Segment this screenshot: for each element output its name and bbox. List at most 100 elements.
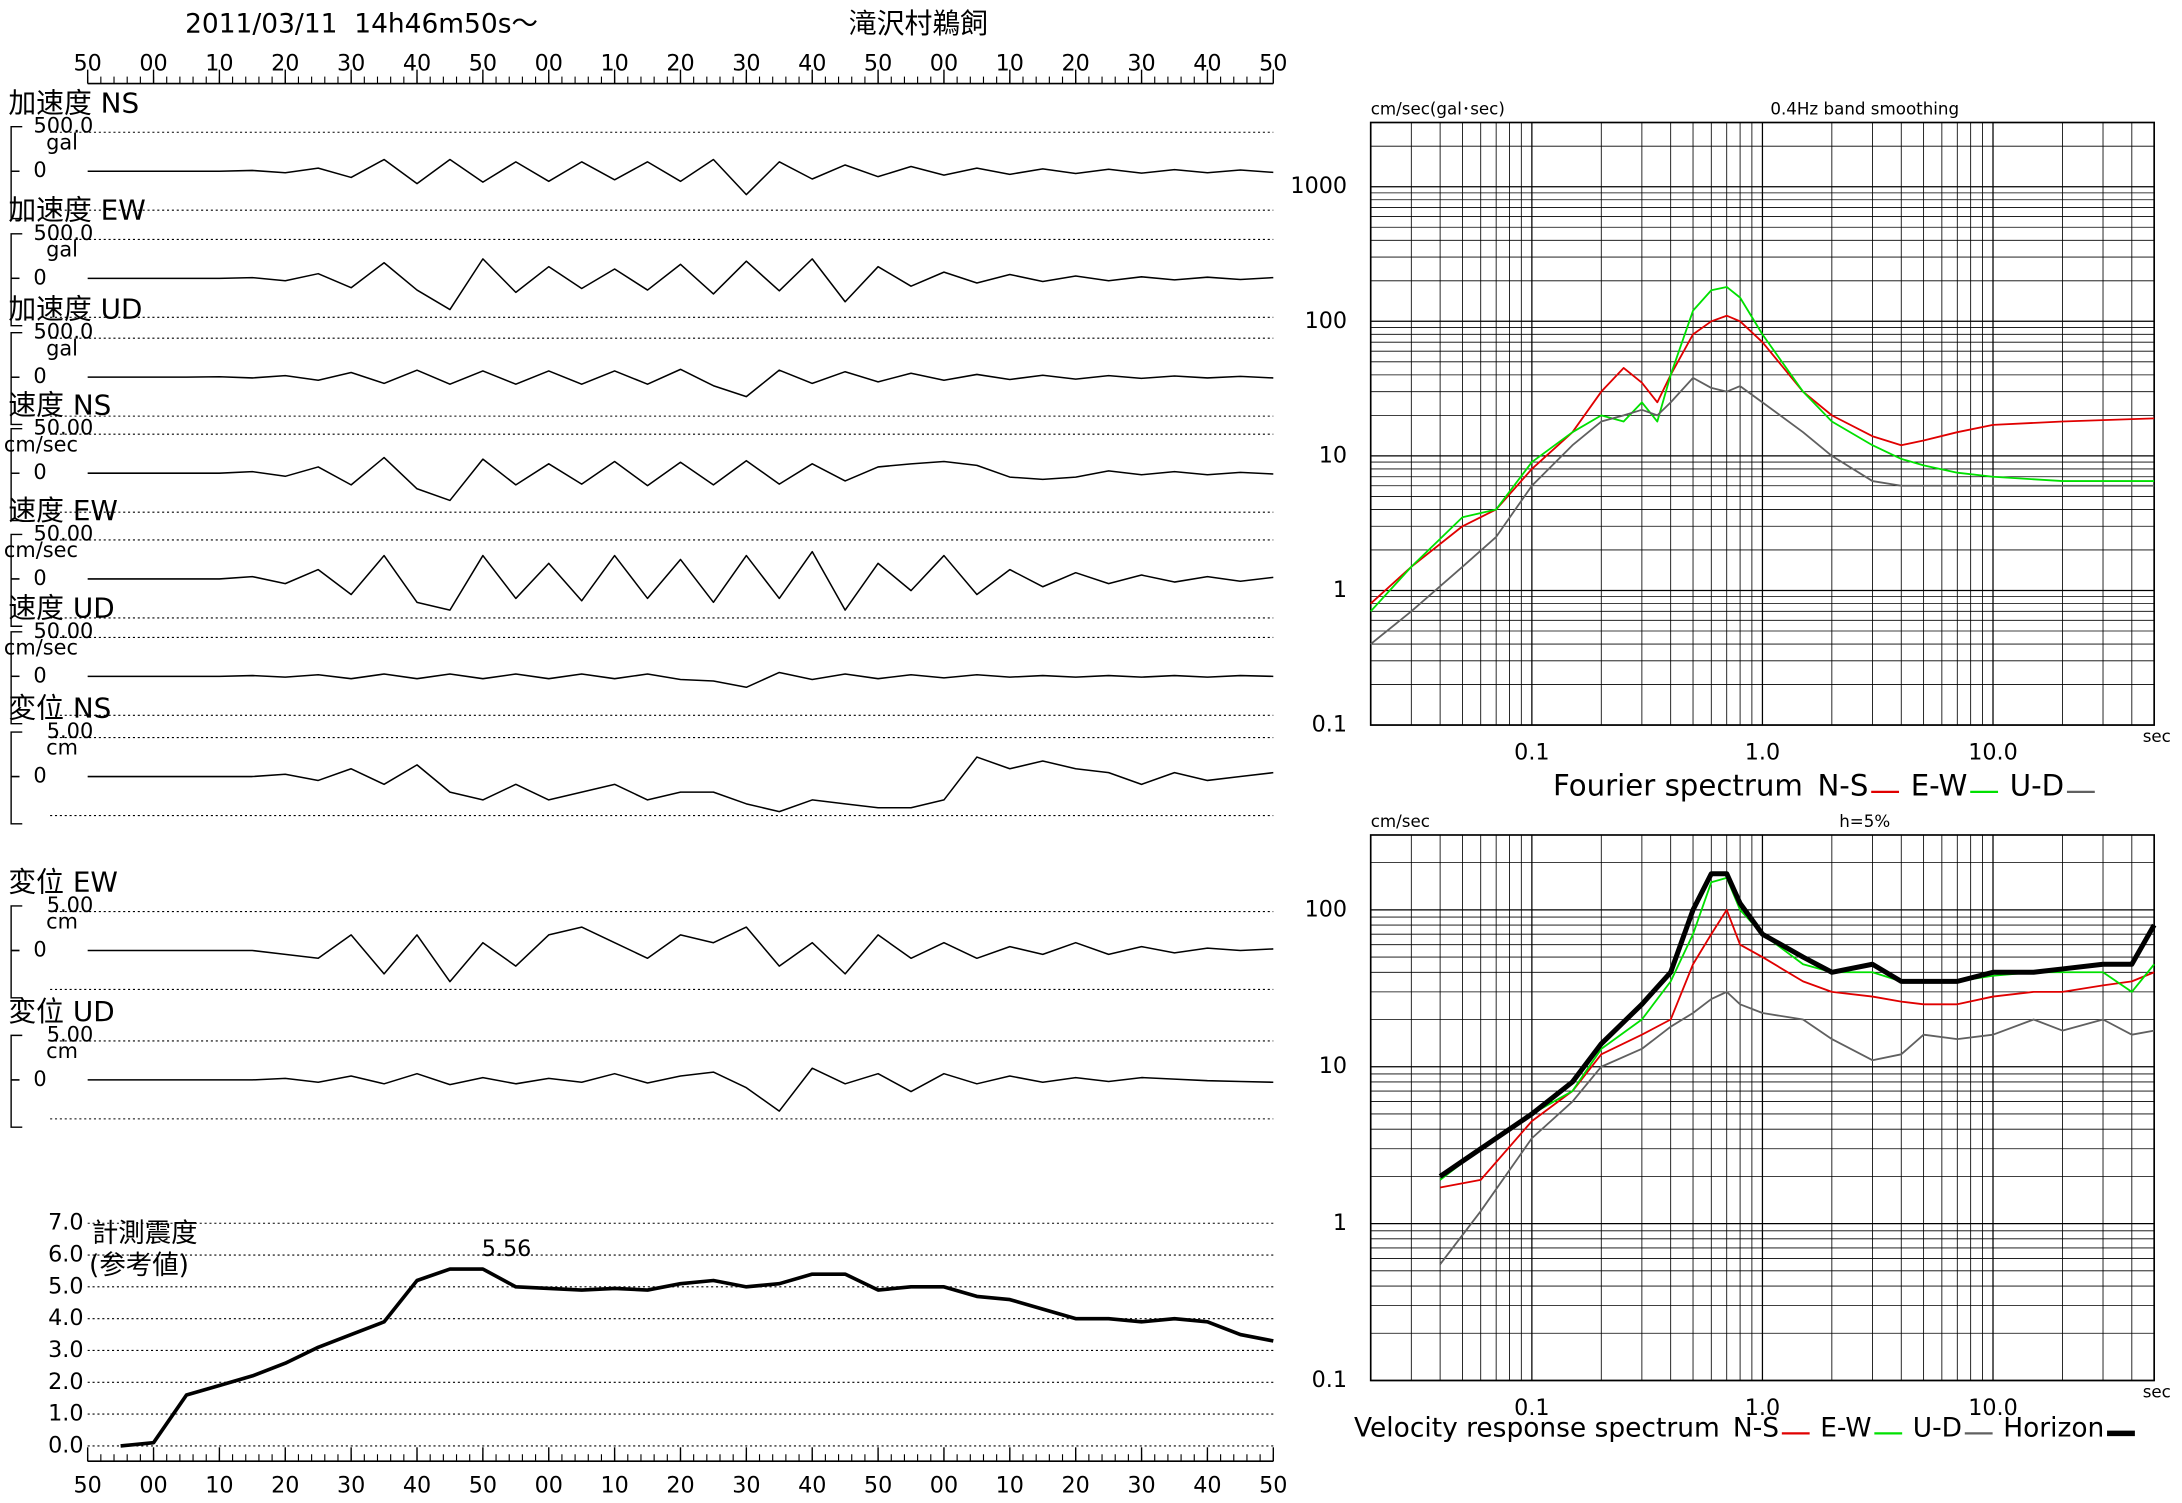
y-tick-label: 5.00 — [47, 893, 93, 917]
x-tick-label: 00 — [930, 1473, 958, 1499]
y-tick-label: 0 — [33, 764, 46, 788]
legend-label: E-W — [1911, 769, 1968, 803]
y-tick-label: 0.0 — [48, 1432, 83, 1458]
legend-label: E-W — [1820, 1413, 1871, 1444]
x-tick-label: 40 — [1193, 51, 1221, 77]
x-tick-label: 50 — [1259, 1473, 1287, 1499]
y-tick-label: 0 — [33, 265, 46, 289]
y-tick-label: 2.0 — [48, 1369, 83, 1395]
chart-subtitle: h=5% — [1839, 812, 1890, 831]
x-tick-label: 00 — [535, 51, 563, 77]
waveform — [87, 158, 1274, 196]
x-tick-label: 10 — [600, 51, 628, 77]
y-axis-label: cm/sec(gal･sec) — [1371, 99, 1505, 118]
waveform — [87, 671, 1274, 689]
y-unit: cm — [46, 736, 78, 760]
x-tick-label: 50 — [74, 1473, 102, 1499]
y-tick-label: 0 — [33, 937, 46, 961]
y-tick-label: 0 — [33, 460, 46, 484]
x-tick-label: 10 — [996, 51, 1024, 77]
x-tick-label: 1.0 — [1745, 739, 1780, 765]
y-unit: gal — [46, 238, 78, 262]
x-tick-label: 50 — [469, 51, 497, 77]
x-axis-label: sec — [2143, 1383, 2171, 1402]
x-tick-label: 30 — [732, 1473, 760, 1499]
datetime: 2011/03/11 14h46m50s〜 — [185, 9, 538, 40]
legend-title: Fourier spectrum — [1553, 769, 1803, 803]
y-tick-label: 100 — [1305, 896, 1347, 922]
x-tick-label: 20 — [1062, 1473, 1090, 1499]
spectrum-line — [1370, 314, 2155, 605]
x-tick-label: 20 — [666, 1473, 694, 1499]
x-tick-label: 30 — [337, 1473, 365, 1499]
x-tick-label: 0.1 — [1514, 739, 1549, 765]
x-tick-label: 30 — [1127, 1473, 1155, 1499]
y-tick-label: 10 — [1319, 1053, 1347, 1079]
y-tick-label: 5.00 — [47, 1022, 93, 1046]
y-tick-label: 50.00 — [34, 416, 94, 440]
y-unit: cm/sec — [4, 636, 78, 660]
y-tick-label: 50.00 — [34, 521, 94, 545]
panel-title: 変位 EW — [8, 866, 118, 899]
y-tick-label: 100 — [1305, 308, 1347, 334]
y-axis-label: cm/sec — [1371, 812, 1430, 831]
station: 滝沢村鵜飼 — [849, 7, 988, 40]
x-tick-label: 10 — [600, 1473, 628, 1499]
x-tick-label: 40 — [403, 51, 431, 77]
x-tick-label: 00 — [930, 51, 958, 77]
spectrum-line — [1438, 871, 2157, 1179]
x-tick-label: 50 — [74, 51, 102, 77]
legend-label: Horizon — [2003, 1413, 2104, 1444]
y-unit: cm — [46, 910, 78, 934]
x-tick-label: 30 — [1127, 51, 1155, 77]
panel-title: 加速度 EW — [8, 194, 145, 227]
legend-label: U-D — [1913, 1413, 1962, 1444]
panel-title: 変位 NS — [8, 692, 111, 725]
legend-label: N-S — [1817, 769, 1868, 803]
y-tick-label: 1 — [1333, 577, 1347, 603]
panel-title: 加速度 UD — [8, 292, 142, 325]
y-tick-label: 3.0 — [48, 1337, 83, 1363]
waveform — [87, 1067, 1274, 1112]
y-tick-label: 10 — [1319, 442, 1347, 468]
y-tick-label: 0 — [33, 663, 46, 687]
y-tick-label: 0 — [33, 364, 46, 388]
waveform — [87, 926, 1274, 983]
panel-title: 速度 NS — [8, 388, 111, 421]
y-unit: cm/sec — [4, 432, 78, 456]
x-tick-label: 00 — [139, 51, 167, 77]
y-unit: gal — [46, 336, 78, 360]
chart-subtitle: (参考値) — [89, 1250, 189, 1281]
y-unit: gal — [46, 130, 78, 154]
x-tick-label: 50 — [469, 1473, 497, 1499]
y-tick-label: 6.0 — [48, 1242, 83, 1268]
y-tick-label: 4.0 — [48, 1305, 83, 1331]
panel-title: 速度 UD — [8, 592, 114, 625]
y-tick-label: 500.0 — [34, 221, 94, 245]
x-tick-label: 20 — [1062, 51, 1090, 77]
y-unit: cm/sec — [4, 538, 78, 562]
plot-frame — [1369, 121, 2156, 726]
max-annotation: 5.56 — [482, 1236, 532, 1262]
spectrum-line — [1439, 908, 2155, 1189]
x-tick-label: 30 — [337, 51, 365, 77]
x-tick-label: 50 — [864, 51, 892, 77]
y-unit: cm — [46, 1039, 78, 1063]
x-tick-label: 40 — [798, 1473, 826, 1499]
x-tick-label: 50 — [864, 1473, 892, 1499]
y-tick-label: 7.0 — [48, 1210, 83, 1236]
intensity-line — [120, 1267, 1274, 1448]
spectrum-line — [1370, 286, 2155, 612]
x-tick-label: 50 — [1259, 51, 1287, 77]
waveform — [87, 550, 1274, 611]
x-tick-label: 40 — [1193, 1473, 1221, 1499]
y-tick-label: 1.0 — [48, 1401, 83, 1427]
legend-title: Velocity response spectrum — [1354, 1413, 1720, 1444]
panel-title: 加速度 NS — [8, 86, 139, 119]
waveform — [87, 368, 1274, 398]
y-tick-label: 0 — [33, 566, 46, 590]
spectrum-line — [1370, 376, 2155, 645]
legend-label: N-S — [1733, 1413, 1779, 1444]
